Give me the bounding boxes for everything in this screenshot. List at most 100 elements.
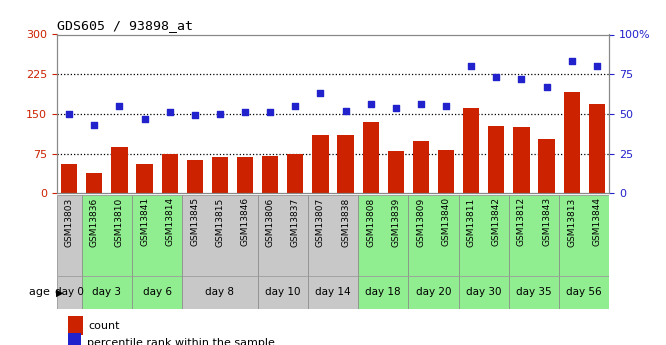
- Bar: [408, 195, 459, 276]
- Point: [139, 116, 150, 121]
- Text: day 6: day 6: [143, 287, 172, 297]
- Bar: [589, 104, 605, 193]
- Point: [441, 103, 452, 109]
- Bar: [362, 122, 379, 193]
- Bar: [459, 276, 509, 309]
- Bar: [258, 276, 308, 309]
- Bar: [186, 160, 203, 193]
- Text: day 56: day 56: [567, 287, 602, 297]
- Point: [165, 109, 175, 115]
- Text: GSM13810: GSM13810: [115, 197, 124, 247]
- Text: day 35: day 35: [516, 287, 552, 297]
- Text: count: count: [89, 321, 120, 331]
- Bar: [308, 195, 358, 276]
- Bar: [68, 333, 81, 345]
- Bar: [132, 276, 182, 309]
- Bar: [358, 195, 408, 276]
- Bar: [509, 195, 559, 276]
- Bar: [488, 126, 504, 193]
- Point: [416, 101, 426, 107]
- Text: GSM13841: GSM13841: [140, 197, 149, 246]
- Bar: [262, 156, 278, 193]
- Point: [491, 75, 501, 80]
- Bar: [459, 195, 509, 276]
- Bar: [413, 141, 429, 193]
- Text: percentile rank within the sample: percentile rank within the sample: [87, 338, 274, 345]
- Point: [214, 111, 225, 117]
- Bar: [287, 154, 304, 193]
- Text: GSM13838: GSM13838: [341, 197, 350, 247]
- Text: GSM13843: GSM13843: [542, 197, 551, 246]
- Point: [390, 105, 401, 110]
- Bar: [388, 151, 404, 193]
- Bar: [312, 135, 328, 193]
- Text: GSM13814: GSM13814: [165, 197, 174, 246]
- Text: day 8: day 8: [205, 287, 234, 297]
- Bar: [82, 276, 132, 309]
- Point: [340, 108, 351, 114]
- Bar: [86, 173, 103, 193]
- Text: day 10: day 10: [265, 287, 300, 297]
- Text: GSM13844: GSM13844: [592, 197, 601, 246]
- Point: [591, 63, 602, 69]
- Bar: [212, 157, 228, 193]
- Point: [541, 84, 552, 90]
- Bar: [57, 195, 82, 276]
- Text: day 0: day 0: [55, 287, 84, 297]
- Point: [466, 63, 477, 69]
- Text: ▶: ▶: [56, 287, 63, 297]
- Bar: [237, 157, 253, 193]
- Text: GSM13836: GSM13836: [90, 197, 99, 247]
- Text: day 18: day 18: [366, 287, 401, 297]
- Bar: [513, 127, 529, 193]
- Point: [290, 103, 300, 109]
- Point: [566, 59, 577, 64]
- Bar: [68, 316, 83, 335]
- Text: GDS605 / 93898_at: GDS605 / 93898_at: [57, 19, 192, 32]
- Text: GSM13842: GSM13842: [492, 197, 501, 246]
- Point: [64, 111, 75, 117]
- Text: GSM13845: GSM13845: [190, 197, 199, 246]
- Bar: [509, 276, 559, 309]
- Point: [366, 101, 376, 107]
- Text: GSM13839: GSM13839: [392, 197, 400, 247]
- Bar: [338, 135, 354, 193]
- Bar: [137, 164, 153, 193]
- Text: GSM13840: GSM13840: [442, 197, 451, 246]
- Bar: [559, 195, 609, 276]
- Bar: [61, 164, 77, 193]
- Bar: [538, 139, 555, 193]
- Point: [114, 103, 125, 109]
- Bar: [438, 150, 454, 193]
- Bar: [132, 195, 182, 276]
- Bar: [162, 154, 178, 193]
- Bar: [82, 195, 132, 276]
- Point: [89, 122, 100, 128]
- Text: GSM13806: GSM13806: [266, 197, 274, 247]
- Point: [516, 76, 527, 82]
- Point: [240, 109, 250, 115]
- Bar: [258, 195, 308, 276]
- Text: GSM13815: GSM13815: [215, 197, 224, 247]
- Bar: [358, 276, 408, 309]
- Bar: [463, 108, 480, 193]
- Text: day 3: day 3: [93, 287, 121, 297]
- Text: GSM13807: GSM13807: [316, 197, 325, 247]
- Text: GSM13803: GSM13803: [65, 197, 74, 247]
- Text: GSM13811: GSM13811: [467, 197, 476, 247]
- Bar: [563, 92, 580, 193]
- Point: [315, 90, 326, 96]
- Text: GSM13808: GSM13808: [366, 197, 375, 247]
- Text: GSM13837: GSM13837: [291, 197, 300, 247]
- Bar: [308, 276, 358, 309]
- Bar: [408, 276, 459, 309]
- Text: day 20: day 20: [416, 287, 452, 297]
- Text: day 30: day 30: [466, 287, 501, 297]
- Text: GSM13812: GSM13812: [517, 197, 526, 246]
- Point: [265, 109, 276, 115]
- Text: GSM13809: GSM13809: [416, 197, 426, 247]
- Bar: [57, 276, 82, 309]
- Bar: [182, 195, 258, 276]
- Text: GSM13846: GSM13846: [240, 197, 250, 246]
- Bar: [182, 276, 258, 309]
